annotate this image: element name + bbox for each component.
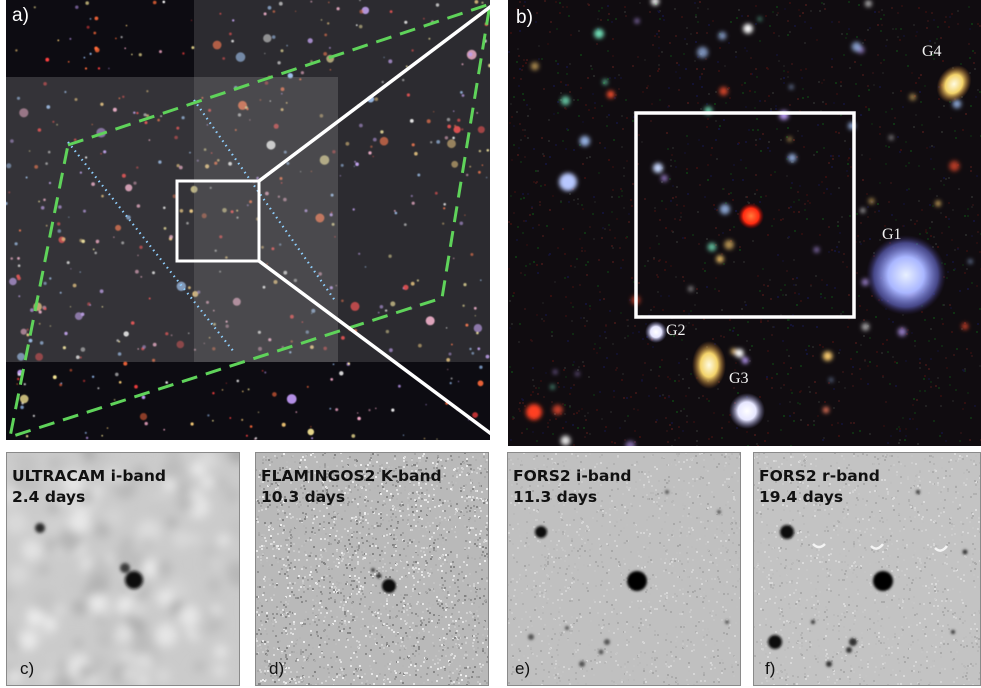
instrument-d: FLAMINGOS2 K-band — [261, 467, 442, 485]
panel-e-fors2-i: FORS2 i-band 11.3 days e) — [507, 452, 741, 686]
wide-field-image — [6, 0, 490, 440]
artifact-crescent-3 — [934, 545, 948, 552]
zoom-image — [508, 0, 981, 446]
transient-source-d — [382, 579, 396, 593]
galaxy-label-g4: G4 — [922, 43, 942, 60]
panel-f-label: f) — [765, 659, 776, 678]
transient-source-f — [873, 571, 893, 591]
panel-c-ultracam: ULTRACAM i-band 2.4 days c) — [6, 452, 240, 686]
instrument-e: FORS2 i-band — [513, 467, 632, 485]
caption-e: FORS2 i-band 11.3 days — [513, 466, 631, 508]
sky-noise — [508, 0, 981, 446]
fors2-i-image — [507, 452, 741, 686]
panel-b-zoom: b) G1 G2 G3 G4 — [508, 0, 981, 446]
zoom-box — [175, 179, 261, 263]
artifact-crescent-2 — [870, 543, 884, 550]
panel-c-label: c) — [20, 659, 35, 678]
field-sources — [768, 490, 968, 667]
caption-c: ULTRACAM i-band 2.4 days — [12, 466, 166, 508]
epoch-d: 10.3 days — [261, 487, 346, 506]
panel-d-label: d) — [269, 659, 285, 678]
transient-source-c — [125, 571, 143, 589]
artifact-crescent-1 — [812, 543, 826, 549]
panel-d-flamingos2: FLAMINGOS2 K-band 10.3 days d) — [255, 452, 489, 686]
panel-a-label: a) — [12, 5, 29, 26]
epoch-f: 19.4 days — [759, 487, 844, 506]
neighbor-source-c — [120, 563, 130, 573]
galaxy-label-g1: G1 — [882, 226, 902, 243]
galaxy-g4 — [936, 65, 972, 103]
galaxy-label-g2: G2 — [666, 322, 686, 339]
field-star-f2 — [768, 635, 782, 649]
flamingos2-image — [255, 452, 489, 686]
field-star-c — [35, 523, 45, 533]
galaxy-label-g3: G3 — [729, 370, 749, 387]
background-mottle — [6, 452, 240, 686]
caption-f: FORS2 r-band 19.4 days — [759, 466, 880, 508]
galaxy-g2 — [645, 321, 667, 343]
fors2-r-image — [753, 452, 981, 686]
bright-source-lower — [729, 393, 765, 429]
transient-source-e — [627, 571, 647, 591]
instrument-f: FORS2 r-band — [759, 467, 880, 485]
epoch-e: 11.3 days — [513, 487, 598, 506]
panel-b-label: b) — [516, 7, 533, 28]
zoom-sources — [526, 0, 973, 446]
panel-e-label: e) — [515, 659, 531, 678]
field-star-e — [535, 526, 547, 538]
transient-source — [738, 203, 764, 229]
faint-source-d — [371, 568, 375, 572]
panel-f-fors2-r: FORS2 r-band 19.4 days f) — [753, 452, 981, 686]
epoch-c: 2.4 days — [12, 487, 86, 506]
instrument-c: ULTRACAM i-band — [12, 467, 167, 485]
field-sources — [528, 490, 729, 667]
ultracam-image — [6, 452, 240, 686]
field-star-f — [780, 525, 794, 539]
neighbor-source-d — [376, 573, 382, 579]
galaxy-g1 — [866, 235, 946, 315]
panel-a-wide-field: a) — [6, 0, 490, 440]
zoom-box-b — [634, 111, 856, 319]
galaxy-g3 — [692, 341, 726, 389]
dotted-footprint-line-1 — [67, 141, 235, 353]
pixel-noise — [255, 452, 489, 686]
caption-d: FLAMINGOS2 K-band 10.3 days — [261, 466, 442, 508]
